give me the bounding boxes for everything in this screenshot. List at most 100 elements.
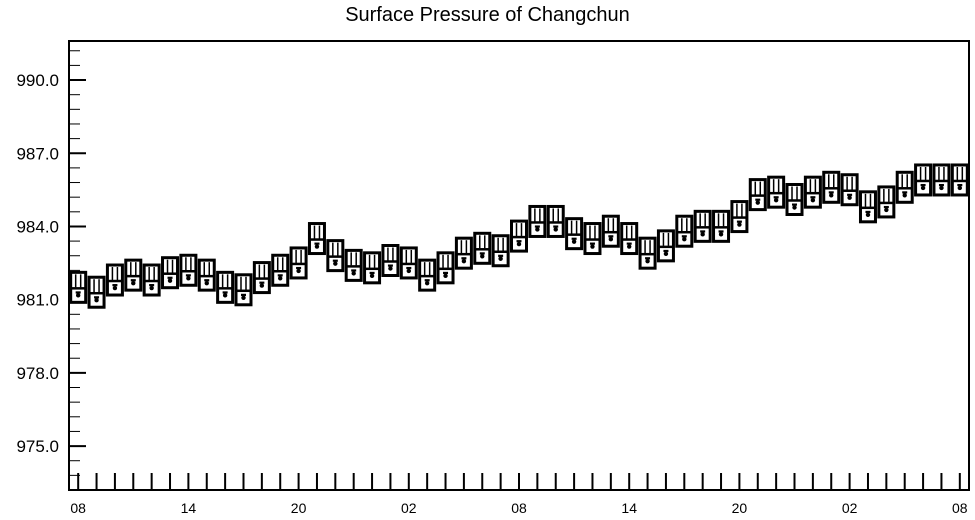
box-marker xyxy=(271,253,290,287)
box-marker-cap xyxy=(259,281,265,284)
y-tick-label: 990.0 xyxy=(16,71,59,90)
x-tick-label: 14 xyxy=(621,500,637,516)
x-tick-label: 08 xyxy=(70,500,86,516)
data-point xyxy=(608,237,614,242)
box-marker xyxy=(179,253,198,287)
box-marker xyxy=(418,258,437,292)
box-marker xyxy=(381,244,400,277)
box-marker-cap xyxy=(534,225,540,228)
data-point xyxy=(369,273,375,279)
box-marker xyxy=(932,163,951,197)
data-point xyxy=(278,276,283,281)
box-marker-cap xyxy=(222,291,228,294)
box-marker-cap xyxy=(75,291,81,294)
box-marker-cap xyxy=(516,240,522,243)
box-marker xyxy=(528,204,547,238)
box-marker-cap xyxy=(938,183,944,187)
box-marker xyxy=(712,209,731,243)
box-marker xyxy=(87,275,106,309)
box-marker-cap xyxy=(920,183,926,187)
box-marker-cap xyxy=(663,249,669,253)
data-point xyxy=(406,268,411,274)
box-marker-cap xyxy=(553,225,559,228)
box-marker xyxy=(252,261,271,295)
box-marker xyxy=(363,251,382,285)
box-marker-cap xyxy=(406,266,412,270)
box-marker xyxy=(142,263,161,297)
y-tick-label: 981.0 xyxy=(16,291,59,310)
box-marker-cap xyxy=(424,279,430,282)
data-point xyxy=(498,256,503,261)
box-marker xyxy=(785,182,804,216)
box-marker-cap xyxy=(314,242,320,245)
box-marker xyxy=(436,251,455,285)
box-marker-cap xyxy=(240,293,246,296)
data-point xyxy=(131,280,136,286)
data-point xyxy=(167,278,173,283)
data-point xyxy=(902,193,907,198)
box-marker xyxy=(124,258,143,292)
data-point xyxy=(737,222,742,227)
box-marker xyxy=(473,231,492,265)
data-point xyxy=(94,298,99,303)
box-marker-cap xyxy=(589,242,595,245)
box-marker xyxy=(307,222,326,256)
box-marker-cap xyxy=(718,230,724,233)
box-marker-cap xyxy=(351,269,357,272)
box-marker xyxy=(399,246,418,280)
box-marker xyxy=(675,214,694,248)
y-tick-label: 987.0 xyxy=(16,144,59,163)
data-point xyxy=(314,244,320,249)
box-marker xyxy=(105,263,124,297)
data-point xyxy=(112,285,118,291)
box-marker-cap xyxy=(773,196,779,199)
data-point xyxy=(590,244,595,249)
x-tick-label: 20 xyxy=(291,500,307,516)
box-marker-cap xyxy=(332,259,338,262)
box-marker-cap xyxy=(479,252,485,255)
box-marker xyxy=(565,217,584,251)
data-point xyxy=(773,197,779,203)
data-point xyxy=(627,244,632,249)
data-point xyxy=(957,185,963,191)
data-point xyxy=(571,239,577,244)
box-marker-cap xyxy=(902,191,908,194)
box-marker xyxy=(620,222,639,256)
box-marker xyxy=(822,170,841,204)
box-marker xyxy=(656,229,675,263)
data-point xyxy=(829,193,834,198)
box-marker-cap xyxy=(204,279,210,282)
data-point xyxy=(461,258,467,264)
box-marker xyxy=(289,246,308,280)
data-point xyxy=(865,212,871,218)
box-marker-cap xyxy=(185,274,191,277)
box-marker-cap xyxy=(130,279,136,282)
data-point xyxy=(939,185,944,191)
data-point xyxy=(535,227,540,232)
box-marker-cap xyxy=(883,205,889,209)
x-tick-label: 02 xyxy=(401,500,417,516)
box-marker-cap xyxy=(149,284,155,287)
data-point xyxy=(351,271,356,276)
data-point xyxy=(259,283,265,288)
box-marker-cap xyxy=(957,183,963,187)
box-marker-cap xyxy=(847,193,853,196)
box-marker xyxy=(877,185,896,219)
box-marker-cap xyxy=(443,271,449,275)
box-marker xyxy=(693,209,712,243)
box-marker-cap xyxy=(865,210,871,214)
box-marker-cap xyxy=(645,257,651,260)
box-marker xyxy=(895,170,914,204)
box-marker-cap xyxy=(571,237,577,240)
box-marker-cap xyxy=(387,264,393,267)
data-point xyxy=(75,293,81,298)
box-marker-cap xyxy=(94,296,100,299)
box-marker xyxy=(510,219,528,253)
box-marker-cap xyxy=(755,198,761,201)
data-point xyxy=(792,205,797,210)
box-marker xyxy=(914,163,933,197)
data-point xyxy=(516,241,522,247)
box-marker-cap xyxy=(700,230,706,233)
data-point xyxy=(755,200,760,205)
